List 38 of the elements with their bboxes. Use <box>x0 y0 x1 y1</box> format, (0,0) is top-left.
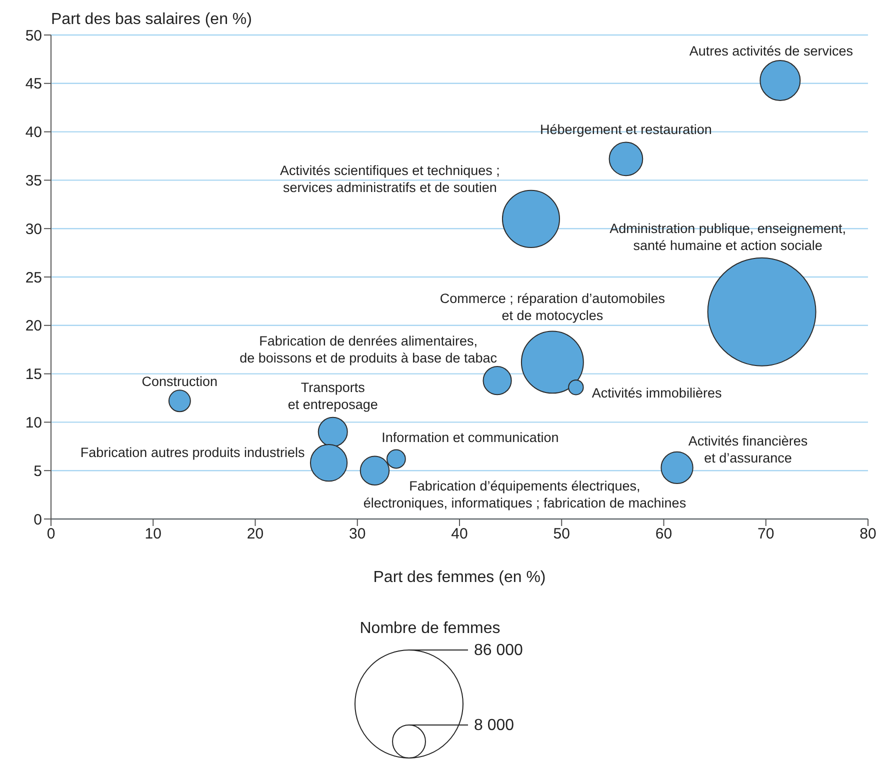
annotation: Commerce ; réparation d’automobiles et de motocycles <box>440 291 666 324</box>
annotation: Construction <box>142 374 218 389</box>
x-tick-label: 70 <box>758 526 774 543</box>
annotation: Administration publique, enseignement, santé humaine et action sociale <box>610 220 846 253</box>
annotation: Activités scientifiques et techniques ; services administratifs et de soutien <box>280 162 500 195</box>
annotation: Activités immobilières <box>592 385 722 400</box>
annotation: Fabrication d’équipements électriques, électroniques, informatiques ; fabrication de machines <box>363 478 686 511</box>
annotation: Transports et entreposage <box>288 380 378 412</box>
y-tick-label: 15 <box>25 366 42 384</box>
x-tick-label: 50 <box>553 526 570 543</box>
x-axis-title: Part des femmes (en %) <box>373 569 546 586</box>
y-tick-label: 30 <box>25 220 42 238</box>
y-axis-title: Part des bas salaires (en %) <box>51 11 252 28</box>
annotation: Hébergement et restauration <box>540 122 712 137</box>
annotation: Information et communication <box>382 430 559 445</box>
y-tick-label: 40 <box>25 124 42 142</box>
annotation: Activités financières et d’assurance <box>688 434 808 466</box>
x-tick-label: 80 <box>860 526 876 543</box>
y-tick-label: 35 <box>25 172 42 190</box>
x-tick-label: 10 <box>144 526 162 543</box>
annotation: Fabrication autres produits industriels <box>80 444 306 460</box>
legend-label: 8 000 <box>474 717 514 734</box>
y-tick-label: 25 <box>25 269 42 286</box>
x-tick-label: 40 <box>451 526 468 543</box>
y-tick-label: 5 <box>34 462 42 480</box>
x-tick-label: 60 <box>655 526 672 543</box>
x-tick-label: 20 <box>246 526 264 543</box>
x-tick-label: 30 <box>349 526 366 543</box>
x-tick-label: 0 <box>46 526 56 543</box>
y-tick-label: 20 <box>25 318 42 335</box>
y-tick-label: 0 <box>34 511 42 528</box>
annotation: Autres activités de services <box>689 43 854 58</box>
annotation: Fabrication de denrées alimentaires, de boissons et de produits à base de tabac <box>240 334 498 366</box>
legend-label: 86 000 <box>474 642 524 659</box>
y-tick-label: 10 <box>25 414 42 432</box>
legend-title: Nombre de femmes <box>360 620 500 637</box>
y-tick-label: 45 <box>25 76 42 93</box>
y-tick-label: 50 <box>25 27 42 44</box>
